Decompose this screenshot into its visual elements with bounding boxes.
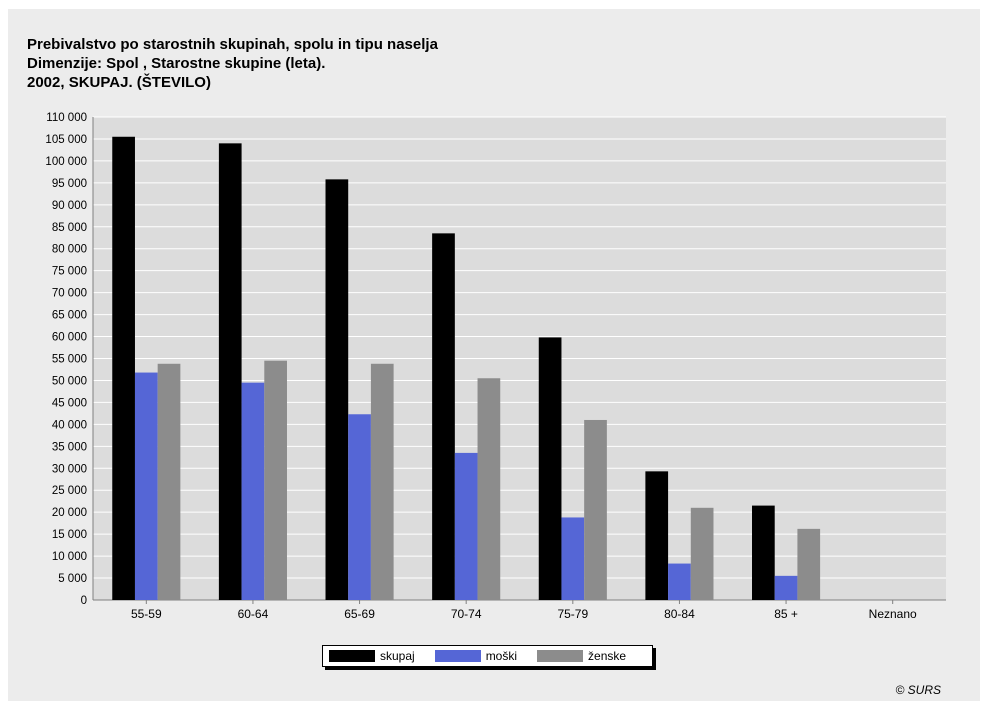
y-tick-label: 35 000 — [52, 441, 87, 453]
y-tick-label: 70 000 — [52, 288, 87, 300]
bar-ženske-65-69 — [370, 363, 394, 600]
y-tick-label: 95 000 — [52, 178, 87, 190]
x-tick-label: 80-84 — [664, 607, 695, 621]
legend-label-skupaj: skupaj — [380, 649, 415, 663]
y-tick-label: 45 000 — [52, 397, 87, 409]
x-tick-label: 70-74 — [451, 607, 482, 621]
bar-moški-85 + — [774, 575, 798, 600]
bar-skupaj-70-74 — [432, 233, 455, 601]
bar-moški-55-59 — [134, 372, 158, 600]
y-tick-label: 30 000 — [52, 463, 87, 475]
y-tick-label: 40 000 — [52, 419, 87, 431]
x-tick-label: 65-69 — [344, 607, 375, 621]
y-tick-label: 75 000 — [52, 266, 87, 278]
bar-moški-70-74 — [454, 452, 478, 600]
chart-title-line-3: 2002, SKUPAJ. (ŠTEVILO) — [27, 74, 211, 91]
y-tick-label: 90 000 — [52, 200, 87, 212]
x-tick-label: 60-64 — [238, 607, 269, 621]
y-tick-label: 80 000 — [52, 244, 87, 256]
legend-swatch-moski — [434, 650, 481, 662]
bar-skupaj-75-79 — [538, 337, 562, 600]
y-tick-label: 60 000 — [52, 332, 87, 344]
bar-skupaj-60-64 — [218, 143, 242, 600]
x-tick-label: 85 + — [774, 607, 798, 621]
bar-moški-65-69 — [348, 414, 371, 600]
legend-item-zenske: ženske — [537, 649, 640, 663]
bar-moški-75-79 — [561, 517, 585, 600]
legend: skupaj moški ženske — [322, 645, 653, 667]
legend-item-moski: moški — [434, 649, 531, 663]
bar-ženske-55-59 — [157, 363, 181, 600]
y-tick-label: 15 000 — [52, 529, 87, 541]
legend-label-moski: moški — [485, 649, 518, 663]
bar-ženske-80-84 — [690, 507, 714, 600]
chart-title-line-1: Prebivalstvo po starostnih skupinah, spo… — [27, 36, 438, 53]
bar-ženske-75-79 — [584, 419, 607, 600]
bar-ženske-70-74 — [477, 378, 501, 600]
y-tick-label: 105 000 — [45, 134, 87, 146]
bar-moški-80-84 — [668, 563, 691, 600]
y-tick-label: 20 000 — [52, 507, 87, 519]
legend-label-zenske: ženske — [588, 649, 627, 663]
bar-ženske-60-64 — [264, 360, 287, 600]
x-tick-label: 75-79 — [557, 607, 588, 621]
y-tick-label: 10 000 — [52, 551, 87, 563]
copyright-label: © SURS — [895, 683, 941, 697]
legend-swatch-zenske — [537, 650, 584, 662]
y-tick-label: 100 000 — [45, 156, 87, 168]
bar-skupaj-65-69 — [325, 179, 349, 601]
y-tick-label: 110 000 — [46, 112, 87, 124]
x-tick-label: 55-59 — [131, 607, 162, 621]
legend-item-skupaj: skupaj — [329, 649, 429, 663]
y-tick-label: 65 000 — [52, 310, 87, 322]
y-tick-label: 55 000 — [52, 354, 87, 366]
y-tick-label: 25 000 — [52, 485, 87, 497]
bar-ženske-85 + — [797, 528, 821, 600]
bar-skupaj-85 + — [752, 505, 775, 600]
y-tick-label: 5 000 — [58, 573, 87, 585]
x-tick-label: Neznano — [869, 607, 917, 621]
y-tick-label: 0 — [81, 595, 87, 607]
bar-skupaj-55-59 — [112, 136, 135, 600]
bar-skupaj-80-84 — [645, 471, 669, 600]
chart-title-line-2: Dimenzije: Spol , Starostne skupine (let… — [27, 55, 326, 72]
y-tick-label: 85 000 — [52, 222, 87, 234]
legend-swatch-skupaj — [329, 650, 375, 662]
bar-moški-60-64 — [241, 382, 265, 600]
y-tick-label: 50 000 — [52, 375, 87, 387]
